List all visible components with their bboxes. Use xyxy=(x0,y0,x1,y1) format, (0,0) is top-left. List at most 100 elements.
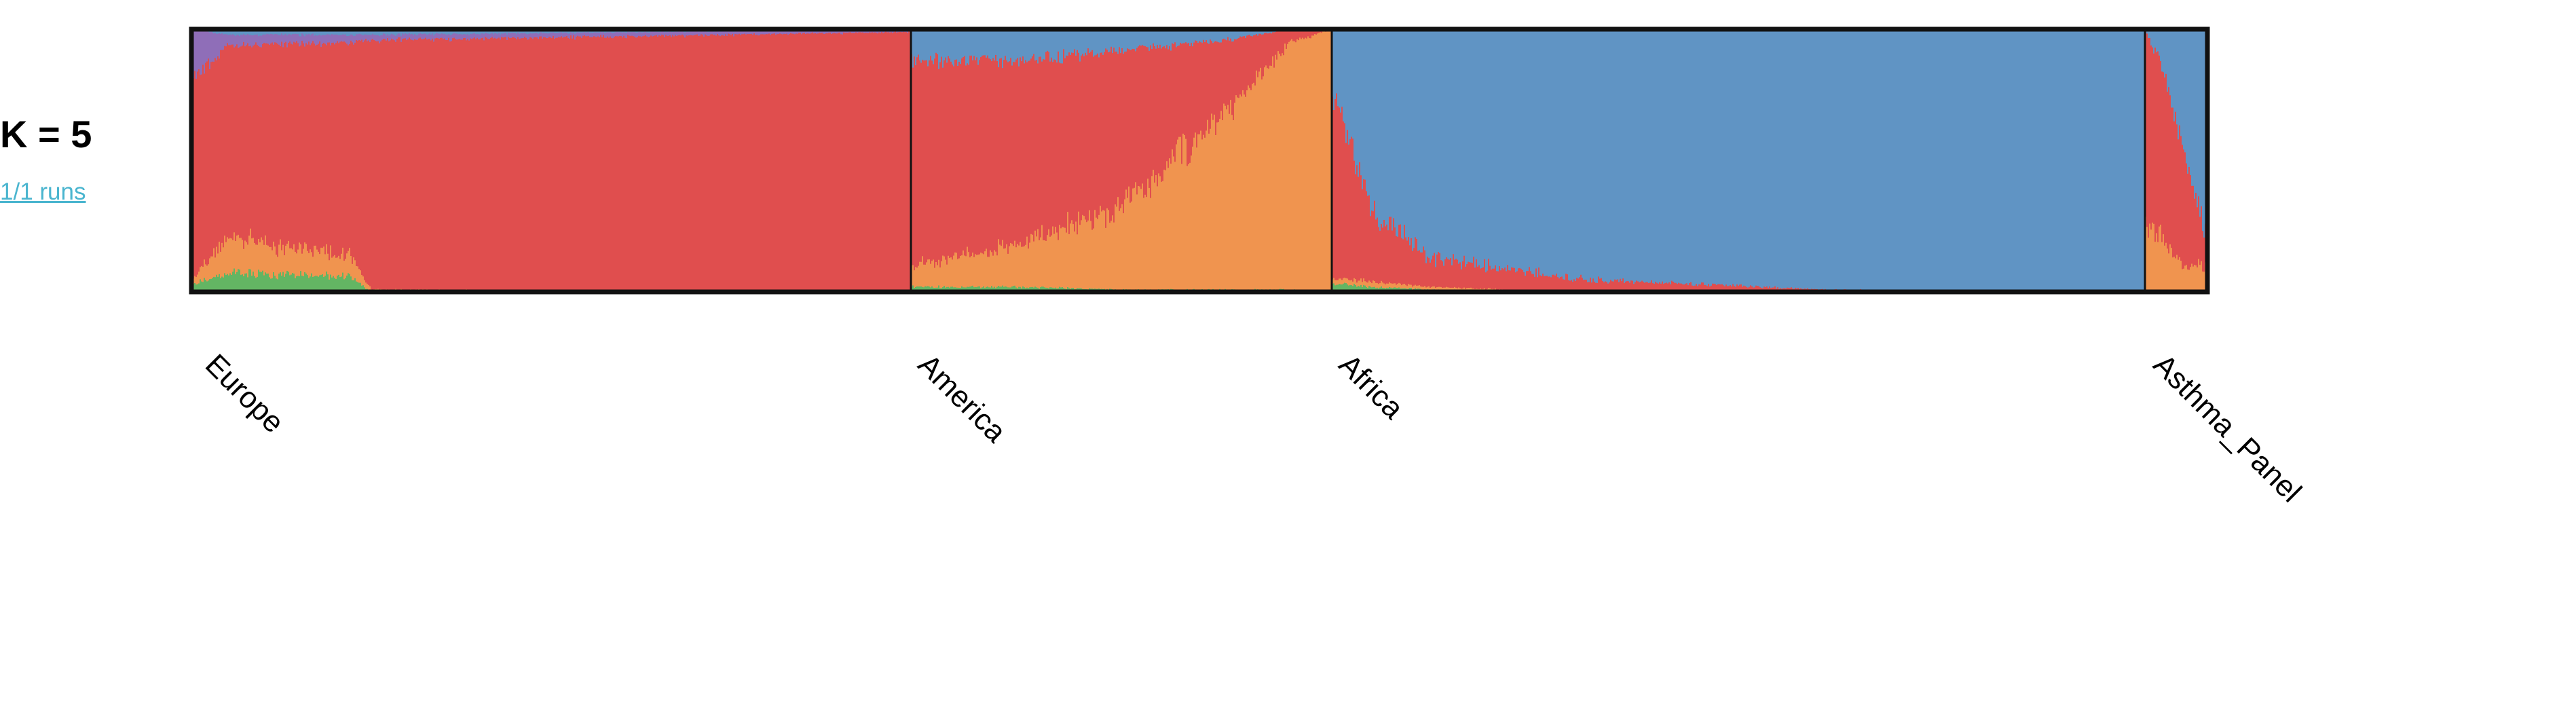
sample-bar-purple-segment xyxy=(582,32,584,36)
sample-bar-red-segment xyxy=(1206,39,1208,131)
sample-bar-red-segment xyxy=(804,33,806,292)
sample-bar-blue-segment xyxy=(1261,29,1263,35)
sample-bar-blue-segment xyxy=(1022,29,1024,57)
sample-bar-purple-segment xyxy=(296,33,298,41)
sample-bar-red-segment xyxy=(872,32,874,293)
sample-bar-red-segment xyxy=(1222,39,1224,121)
sample-bar-red-segment xyxy=(938,69,940,260)
sample-bar-red-segment xyxy=(1694,285,1696,293)
sample-bar-red-segment xyxy=(709,35,711,291)
sample-bar-blue-segment xyxy=(232,29,234,35)
sample-bar-red-segment xyxy=(1640,281,1642,293)
sample-bar-blue-segment xyxy=(1795,29,1797,288)
sample-bar-red-segment xyxy=(1238,37,1240,98)
sample-bar-red-segment xyxy=(1624,282,1626,293)
sample-bar-red-segment xyxy=(1614,279,1616,293)
sample-bar-purple-segment xyxy=(831,30,833,34)
sample-bar-red-segment xyxy=(824,33,826,292)
sample-bar-red-segment xyxy=(677,35,679,291)
sample-bar-orange-segment xyxy=(1462,288,1464,291)
sample-bar-red-segment xyxy=(1045,52,1047,241)
sample-bar-blue-segment xyxy=(1911,29,1914,291)
sample-bar-blue-segment xyxy=(2069,29,2071,292)
sample-bar-red-segment xyxy=(861,32,863,293)
sample-bar-orange-segment xyxy=(1315,34,1318,292)
sample-bar-purple-segment xyxy=(752,31,754,35)
sample-bar-orange-segment xyxy=(293,244,295,274)
sample-bar-orange-segment xyxy=(1176,144,1178,290)
sample-bar-red-segment xyxy=(790,33,792,292)
sample-bar-green-segment xyxy=(331,277,333,293)
sample-bar-red-segment xyxy=(289,41,291,248)
sample-bar-orange-segment xyxy=(1075,221,1077,289)
sample-bar-blue-segment xyxy=(2032,29,2034,292)
sample-bar-blue-segment xyxy=(1356,29,1358,166)
sample-bar-blue-segment xyxy=(1963,29,1965,291)
sample-bar-orange-segment xyxy=(1136,194,1138,291)
sample-bar-red-segment xyxy=(1522,269,1524,291)
sample-bar-blue-segment xyxy=(1621,29,1623,282)
sample-bar-green-segment xyxy=(946,286,948,293)
sample-bar-blue-segment xyxy=(1409,29,1411,246)
sample-bar-red-segment xyxy=(748,33,750,292)
sample-bar-red-segment xyxy=(873,33,875,293)
sample-bar-red-segment xyxy=(1550,277,1552,292)
sample-bar-red-segment xyxy=(1349,138,1351,281)
sample-bar-blue-segment xyxy=(982,29,984,56)
sample-bar-red-segment xyxy=(345,42,347,259)
sample-bar-green-segment xyxy=(1364,285,1366,293)
sample-bar-orange-segment xyxy=(1039,240,1041,289)
sample-bar-purple-segment xyxy=(726,31,728,36)
sample-bar-blue-segment xyxy=(2039,29,2041,292)
sample-bar-green-segment xyxy=(926,286,928,293)
sample-bar-blue-segment xyxy=(1754,29,1756,288)
sample-bar-orange-segment xyxy=(915,266,917,287)
sample-bar-blue-segment xyxy=(1015,29,1018,60)
sample-bar-orange-segment xyxy=(1130,202,1132,290)
sample-bar-red-segment xyxy=(521,37,523,291)
sample-bar-blue-segment xyxy=(2047,29,2049,292)
sample-bar-red-segment xyxy=(1366,191,1368,282)
sample-bar-purple-segment xyxy=(551,32,553,39)
sample-bar-red-segment xyxy=(680,35,682,291)
sample-bar-blue-segment xyxy=(1584,29,1586,280)
sample-bar-orange-segment xyxy=(326,244,328,272)
sample-bar-red-segment xyxy=(1165,48,1167,170)
sample-bar-orange-segment xyxy=(259,242,261,272)
sample-bar-orange-segment xyxy=(965,255,967,288)
sample-bar-red-segment xyxy=(1567,274,1569,292)
sample-bar-blue-segment xyxy=(1463,29,1466,256)
sample-bar-blue-segment xyxy=(1477,29,1479,267)
sample-bar-green-segment xyxy=(335,278,337,293)
sample-bar-blue-segment xyxy=(1918,29,1920,291)
sample-bar-purple-segment xyxy=(273,34,275,45)
sample-bar-red-segment xyxy=(1077,50,1079,235)
sample-bar-orange-segment xyxy=(1306,38,1308,291)
sample-bar-red-segment xyxy=(1051,57,1053,236)
sample-bar-purple-segment xyxy=(578,32,580,37)
sample-bar-red-segment xyxy=(1363,179,1365,279)
sample-bar-red-segment xyxy=(739,33,741,292)
sample-bar-purple-segment xyxy=(276,33,278,43)
sample-bar-purple-segment xyxy=(574,33,576,40)
sample-bar-purple-segment xyxy=(272,33,274,43)
sample-bar-blue-segment xyxy=(1683,29,1685,285)
sample-bar-blue-segment xyxy=(1109,29,1111,52)
sample-bar-orange-segment xyxy=(292,248,294,274)
sample-bar-blue-segment xyxy=(1641,29,1643,281)
sample-bar-red-segment xyxy=(939,62,941,267)
sample-bar-red-segment xyxy=(515,37,517,291)
sample-bar-blue-segment xyxy=(975,29,977,60)
sample-bar-red-segment xyxy=(633,35,635,291)
sample-bar-blue-segment xyxy=(1905,29,1907,290)
sample-bar-green-segment xyxy=(204,277,206,293)
sample-bar-red-segment xyxy=(944,60,946,257)
sample-bar-purple-segment xyxy=(747,31,749,35)
sample-bar-blue-segment xyxy=(1951,29,1953,291)
sample-bar-blue-segment xyxy=(475,29,477,35)
runs-link[interactable]: 1/1 runs xyxy=(0,179,86,205)
sample-bar-purple-segment xyxy=(436,33,438,38)
sample-bar-orange-segment xyxy=(973,257,975,288)
sample-bar-blue-segment xyxy=(1534,29,1536,277)
sample-bar-blue-segment xyxy=(2085,29,2087,292)
